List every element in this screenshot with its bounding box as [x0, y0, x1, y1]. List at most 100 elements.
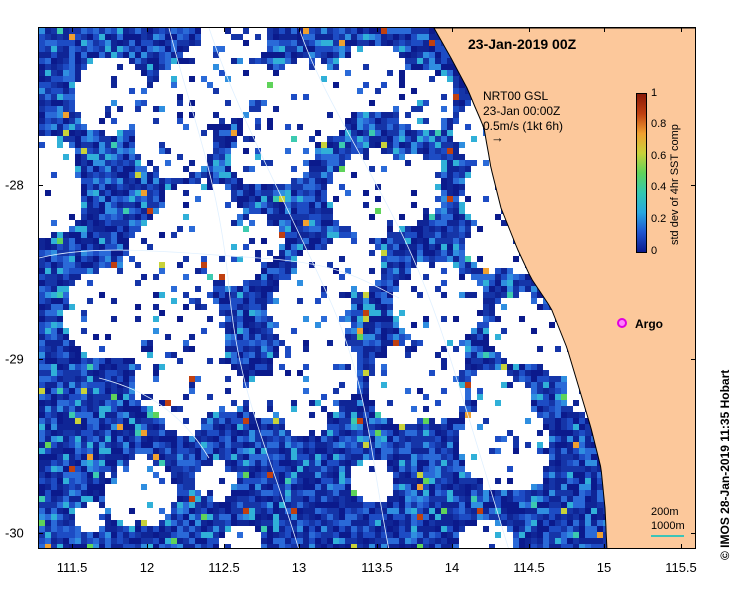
sst-pixel [381, 352, 387, 358]
sst-pixel [57, 364, 63, 370]
sst-pixel [201, 268, 207, 274]
sst-pixel [255, 46, 261, 52]
sst-pixel [237, 310, 243, 316]
sst-pixel [153, 28, 159, 34]
sst-pixel [213, 316, 219, 322]
sst-pixel [453, 394, 459, 400]
sst-pixel [63, 400, 69, 406]
sst-pixel [201, 400, 207, 406]
sst-pixel [87, 256, 93, 262]
sst-pixel [513, 328, 519, 334]
sst-pixel [129, 304, 135, 310]
sst-pixel [513, 370, 519, 376]
sst-pixel [159, 352, 165, 358]
sst-pixel [249, 124, 255, 130]
sst-pixel [243, 148, 249, 154]
sst-pixel [345, 196, 351, 202]
sst-pixel [51, 406, 57, 412]
sst-pixel [153, 58, 159, 64]
sst-pixel [123, 232, 129, 238]
sst-pixel [147, 394, 153, 400]
sst-pixel [213, 196, 219, 202]
sst-pixel [207, 238, 213, 244]
sst-pixel [405, 172, 411, 178]
sst-pixel [141, 232, 147, 238]
sst-pixel [87, 220, 93, 226]
sst-pixel [249, 352, 255, 358]
sst-pixel [489, 214, 495, 220]
sst-pixel [285, 118, 291, 124]
sst-pixel [381, 232, 387, 238]
sst-pixel [273, 274, 279, 280]
sst-pixel [273, 262, 279, 268]
sst-pixel [123, 364, 129, 370]
sst-pixel [51, 298, 57, 304]
sst-pixel [99, 352, 105, 358]
sst-pixel [219, 358, 225, 364]
sst-pixel [153, 136, 159, 142]
sst-pixel [177, 370, 183, 376]
sst-pixel [243, 376, 249, 382]
sst-pixel [123, 94, 129, 100]
sst-pixel [147, 298, 153, 304]
sst-pixel [129, 58, 135, 64]
sst-pixel [207, 112, 213, 118]
sst-pixel [243, 178, 249, 184]
sst-pixel [177, 280, 183, 286]
sst-pixel [39, 112, 45, 118]
sst-pixel [555, 394, 561, 400]
sst-pixel [63, 316, 69, 322]
sst-pixel [279, 226, 285, 232]
sst-pixel [507, 286, 513, 292]
sst-pixel [51, 238, 57, 244]
sst-pixel [177, 154, 183, 160]
sst-pixel [567, 382, 573, 388]
sst-pixel [57, 370, 63, 376]
sst-pixel [273, 250, 279, 256]
sst-pixel [249, 178, 255, 184]
sst-pixel [57, 298, 63, 304]
sst-pixel [243, 394, 249, 400]
sst-pixel [63, 124, 69, 130]
sst-pixel [237, 364, 243, 370]
sst-pixel [213, 322, 219, 328]
sst-pixel [177, 190, 183, 196]
sst-pixel [429, 322, 435, 328]
sst-pixel [201, 208, 207, 214]
sst-pixel [471, 370, 477, 376]
sst-pixel [309, 364, 315, 370]
sst-pixel [75, 94, 81, 100]
sst-pixel [519, 346, 525, 352]
sst-pixel [321, 250, 327, 256]
sst-pixel [123, 160, 129, 166]
sst-pixel [363, 262, 369, 268]
sst-pixel [435, 382, 441, 388]
sst-pixel [405, 76, 411, 82]
sst-pixel [543, 346, 549, 352]
sst-pixel [411, 70, 417, 76]
sst-pixel [543, 328, 549, 334]
sst-pixel [219, 280, 225, 286]
sst-pixel [369, 304, 375, 310]
sst-pixel [213, 94, 219, 100]
sst-pixel [135, 40, 141, 46]
sst-pixel [141, 304, 147, 310]
sst-pixel [261, 268, 267, 274]
sst-pixel [63, 142, 69, 148]
sst-pixel [207, 208, 213, 214]
sst-pixel [321, 244, 327, 250]
sst-pixel [399, 178, 405, 184]
sst-pixel [135, 316, 141, 322]
sst-pixel [351, 82, 357, 88]
sst-pixel [249, 256, 255, 262]
sst-pixel [153, 142, 159, 148]
sst-pixel [393, 346, 399, 352]
sst-pixel [387, 316, 393, 322]
sst-pixel [447, 250, 453, 256]
sst-pixel [93, 370, 99, 376]
sst-pixel [435, 196, 441, 202]
sst-pixel [201, 220, 207, 226]
sst-pixel [393, 118, 399, 124]
sst-pixel [507, 328, 513, 334]
sst-pixel [129, 76, 135, 82]
